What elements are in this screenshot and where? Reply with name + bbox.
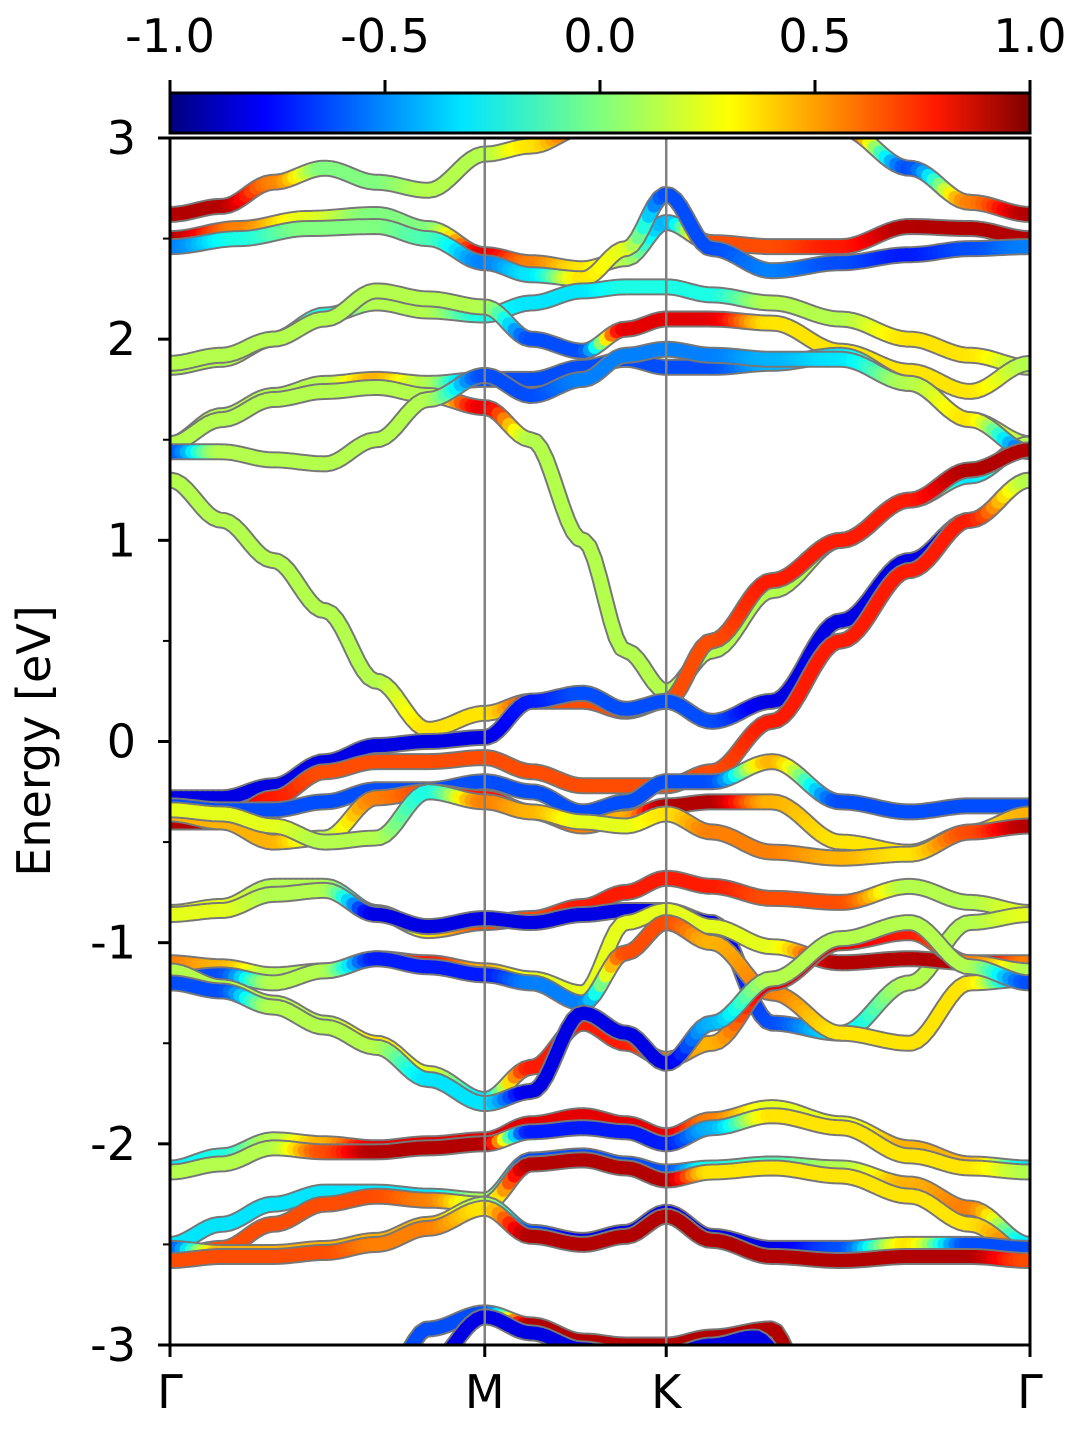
y-tick-label: 2 (107, 312, 136, 366)
band-27-segment (591, 1343, 603, 1345)
band-6 (170, 379, 1030, 700)
y-tick-label: -1 (90, 916, 136, 970)
colorbar-ticks: -1.0 -0.5 0.0 0.5 1.0 (125, 9, 1067, 93)
band-26-segment (787, 1352, 792, 1362)
y-tick-label: 1 (107, 513, 136, 567)
band-27-segment (683, 1342, 698, 1345)
band-27-segment (606, 1352, 611, 1353)
band-27-segment (671, 1354, 676, 1355)
band-26-segment (394, 1363, 399, 1365)
band-6-outline (170, 379, 1030, 700)
x-tick-label-Γ: Γ (157, 1365, 183, 1419)
band-9 (170, 471, 1030, 807)
y-axis-title: Energy [eV] (7, 605, 61, 876)
band-26-segment (775, 1333, 792, 1345)
band-27-segment (598, 1344, 603, 1345)
high-symmetry-lines (483, 138, 668, 1345)
x-tick-label-M: M (465, 1365, 505, 1419)
band-27-segment (773, 1352, 778, 1358)
y-axis: -3 -2 -1 0 1 2 3 (90, 111, 170, 1372)
band-26-segment (792, 1361, 797, 1365)
band-27-segment (778, 1359, 783, 1364)
y-tick-label: 0 (107, 715, 136, 769)
colorbar: -1.0 -0.5 0.0 0.5 1.0 (125, 9, 1067, 135)
band-27-segment (683, 1344, 690, 1345)
band-27-segment (687, 1340, 704, 1345)
band-27-segment (428, 1364, 433, 1365)
band-lines (170, 138, 1030, 1365)
y-tick-label: -3 (90, 1318, 136, 1372)
band-19 (170, 914, 1030, 1112)
x-tick-label-K: K (651, 1365, 683, 1419)
band-0 (170, 138, 1030, 223)
band-26-segment (399, 1357, 404, 1363)
colorbar-tick-label: 0.5 (778, 9, 851, 63)
band-7 (170, 340, 1030, 473)
band-25 (170, 1199, 1030, 1269)
colorbar-tick-label: 0.0 (563, 9, 636, 63)
band-27-segment (439, 1356, 444, 1361)
y-tick-label: 3 (107, 111, 136, 165)
x-tick-label-Γ: Γ (1017, 1365, 1043, 1419)
band-27-segment (584, 1342, 599, 1345)
band-26-segment (404, 1342, 416, 1345)
colorbar-gradient (168, 91, 1032, 135)
band-27-segment (676, 1353, 681, 1354)
band-27-segment (433, 1361, 438, 1364)
band-2 (170, 186, 1030, 288)
band-13 (170, 783, 1030, 867)
band-27-segment (617, 1354, 622, 1355)
band-27-segment (567, 1341, 585, 1345)
colorbar-tick-label: -1.0 (125, 9, 215, 63)
band-27-segment (611, 1354, 616, 1355)
band-27-segment (445, 1343, 454, 1345)
band-9-outline (170, 471, 1030, 807)
colorbar-tick-label: 1.0 (993, 9, 1066, 63)
band-27-segment (784, 1363, 789, 1365)
y-tick-label: -2 (90, 1117, 136, 1171)
band-27-segment (761, 1339, 776, 1345)
colorbar-tick-label: -0.5 (340, 9, 430, 63)
